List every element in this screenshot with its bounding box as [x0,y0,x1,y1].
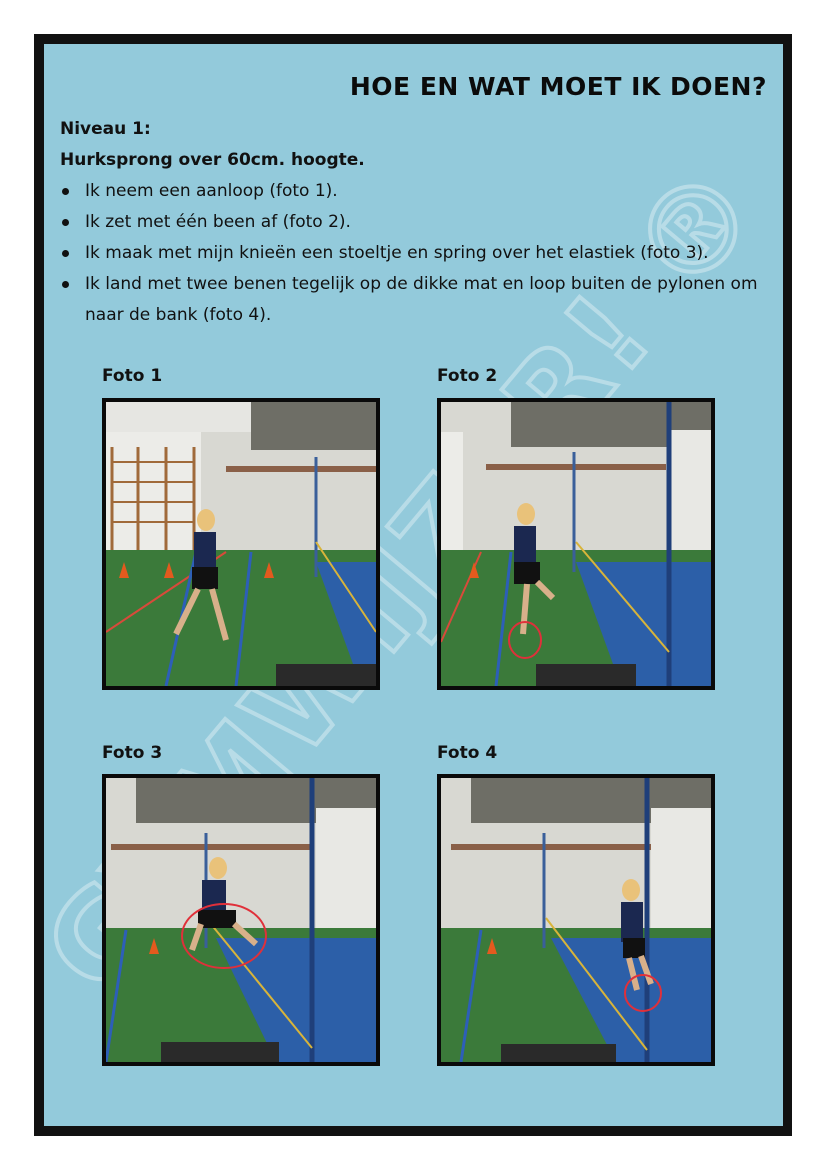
caption-foto-4: Foto 4 [437,743,498,763]
bullet-icon [62,250,69,257]
photo-2 [437,398,715,690]
gym-photo-run-up [106,402,376,686]
photo-4 [437,774,715,1066]
list-item: Ik land met twee benen tegelijk op de di… [60,269,765,331]
step-list: Ik neem een aanloop (foto 1). Ik zet met… [60,176,765,331]
level-label: Niveau 1: [60,119,151,139]
bullet-icon [62,219,69,226]
list-item: Ik maak met mijn knieën een stoeltje en … [60,238,765,269]
page-title: HOE EN WAT MOET IK DOEN? [349,72,767,101]
caption-foto-2: Foto 2 [437,366,498,386]
caption-foto-3: Foto 3 [102,743,163,763]
gym-photo-jump [106,778,376,1062]
list-item: Ik zet met één been af (foto 2). [60,207,765,238]
worksheet: GYMWIJZER! ® HOE EN WAT MOET IK DOEN? Ni… [44,44,783,1126]
list-item: Ik neem een aanloop (foto 1). [60,176,765,207]
caption-foto-1: Foto 1 [102,366,163,386]
bullet-icon [62,188,69,195]
photo-1 [102,398,380,690]
gym-photo-landing [441,778,711,1062]
gym-photo-take-off [441,402,711,686]
instructions: Niveau 1: Hurksprong over 60cm. hoogte. … [60,114,765,331]
exercise-title: Hurksprong over 60cm. hoogte. [60,150,365,170]
photo-3 [102,774,380,1066]
bullet-icon [62,281,69,288]
